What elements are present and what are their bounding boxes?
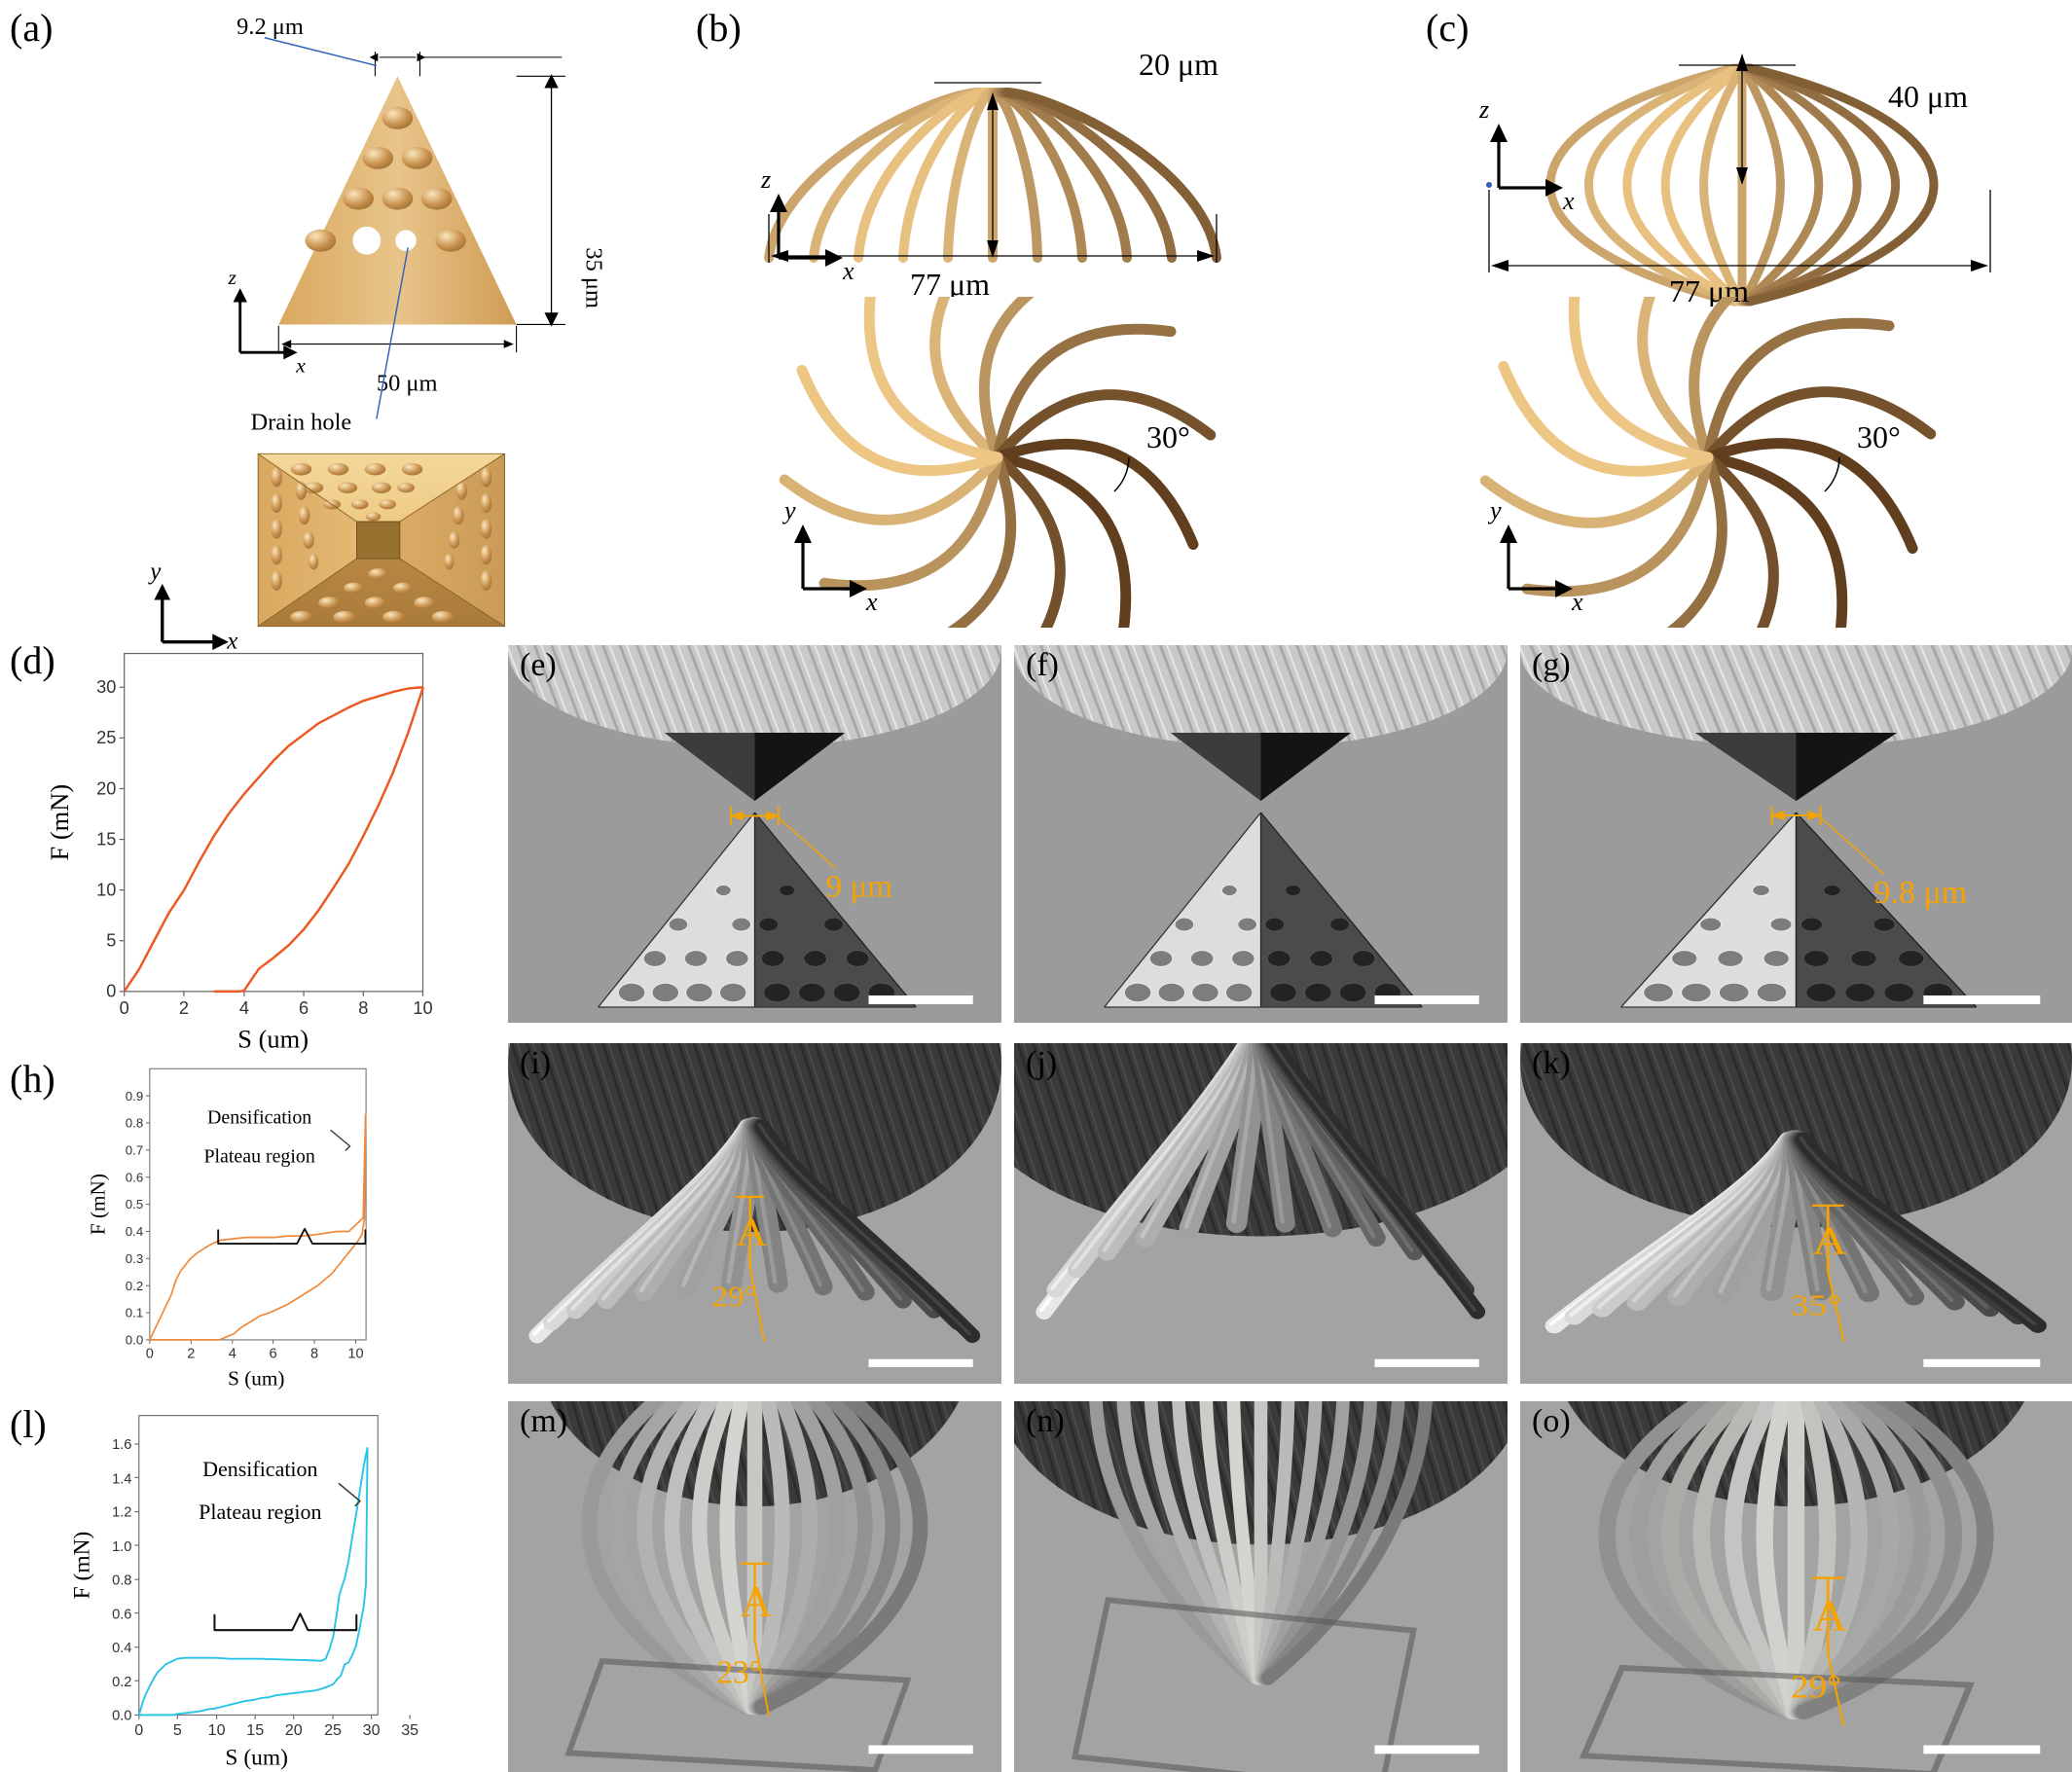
svg-text:5: 5	[173, 1721, 182, 1739]
svg-text:0.6: 0.6	[126, 1170, 143, 1184]
svg-text:A: A	[1812, 1592, 1848, 1641]
svg-text:z: z	[228, 266, 237, 289]
svg-text:y: y	[782, 496, 796, 524]
svg-text:x: x	[842, 257, 854, 285]
svg-text:0.1: 0.1	[126, 1306, 143, 1320]
svg-text:F (mN): F (mN)	[69, 1532, 94, 1600]
svg-text:20: 20	[285, 1721, 303, 1739]
svg-text:23°: 23°	[717, 1655, 762, 1691]
svg-text:5: 5	[106, 931, 116, 951]
svg-text:0.0: 0.0	[126, 1333, 143, 1348]
svg-text:30°: 30°	[1146, 419, 1190, 454]
svg-text:8: 8	[358, 998, 368, 1018]
svg-text:29°: 29°	[1791, 1669, 1841, 1705]
svg-text:Densification: Densification	[202, 1457, 317, 1481]
svg-text:0.9: 0.9	[126, 1089, 143, 1103]
svg-text:F (mN): F (mN)	[86, 1174, 109, 1235]
svg-text:S (um): S (um)	[237, 1025, 309, 1054]
svg-text:8: 8	[310, 1347, 318, 1362]
svg-text:9.8 μm: 9.8 μm	[1874, 875, 1968, 911]
svg-text:10: 10	[208, 1721, 226, 1739]
svg-text:F (mN): F (mN)	[45, 784, 74, 861]
svg-text:0: 0	[120, 998, 129, 1018]
svg-text:40 μm: 40 μm	[1888, 79, 1968, 114]
svg-text:0.7: 0.7	[126, 1143, 143, 1158]
svg-text:50 μm: 50 μm	[377, 371, 438, 397]
svg-text:0: 0	[134, 1721, 143, 1739]
svg-text:1.4: 1.4	[112, 1471, 131, 1487]
svg-text:z: z	[760, 165, 771, 194]
svg-text:0.0: 0.0	[112, 1709, 131, 1724]
svg-text:20: 20	[96, 778, 116, 798]
svg-text:0: 0	[106, 982, 116, 1001]
svg-text:0.8: 0.8	[126, 1116, 143, 1131]
svg-text:25: 25	[324, 1721, 342, 1739]
svg-text:10: 10	[96, 880, 116, 899]
svg-text:1.2: 1.2	[112, 1505, 131, 1521]
svg-text:77 μm: 77 μm	[910, 267, 990, 297]
svg-text:y: y	[147, 559, 162, 585]
svg-text:x: x	[1571, 588, 1583, 616]
svg-text:Plateau region: Plateau region	[199, 1500, 321, 1524]
svg-text:A: A	[736, 1211, 767, 1254]
svg-text:35 μm: 35 μm	[581, 247, 607, 308]
svg-text:4: 4	[239, 998, 249, 1018]
svg-text:2: 2	[179, 998, 189, 1018]
svg-text:10: 10	[347, 1347, 363, 1362]
svg-text:0.5: 0.5	[126, 1197, 143, 1211]
svg-text:9.2 μm: 9.2 μm	[236, 14, 304, 40]
svg-text:1.0: 1.0	[112, 1539, 131, 1555]
svg-text:10: 10	[413, 998, 432, 1018]
svg-text:y: y	[1487, 496, 1502, 524]
svg-text:0.2: 0.2	[126, 1279, 143, 1293]
svg-text:Plateau region: Plateau region	[203, 1145, 314, 1167]
svg-text:x: x	[1562, 187, 1575, 215]
svg-text:1.6: 1.6	[112, 1437, 131, 1453]
svg-text:0.6: 0.6	[112, 1607, 131, 1622]
svg-text:S (um): S (um)	[228, 1366, 284, 1390]
svg-text:0.4: 0.4	[112, 1641, 131, 1656]
svg-text:x: x	[865, 588, 878, 616]
svg-text:30: 30	[96, 677, 116, 697]
svg-text:0.2: 0.2	[112, 1675, 131, 1690]
svg-text:15: 15	[96, 829, 116, 849]
svg-text:z: z	[1478, 95, 1489, 124]
svg-text:0.4: 0.4	[126, 1224, 143, 1239]
svg-text:15: 15	[246, 1721, 264, 1739]
svg-text:6: 6	[299, 998, 309, 1018]
svg-text:2: 2	[187, 1347, 195, 1362]
svg-text:A: A	[741, 1577, 773, 1626]
svg-text:9 μm: 9 μm	[826, 868, 893, 904]
svg-text:29°: 29°	[712, 1281, 757, 1314]
svg-text:4: 4	[229, 1347, 236, 1362]
svg-text:0.8: 0.8	[112, 1573, 131, 1588]
svg-text:30: 30	[363, 1721, 381, 1739]
svg-text:S (um): S (um)	[225, 1746, 287, 1771]
svg-text:Densification: Densification	[207, 1107, 311, 1129]
svg-text:25: 25	[96, 728, 116, 747]
svg-text:6: 6	[270, 1347, 277, 1362]
svg-text:0.3: 0.3	[126, 1251, 143, 1266]
svg-text:x: x	[295, 353, 306, 377]
svg-text:0: 0	[146, 1347, 154, 1362]
svg-text:Drain hole: Drain hole	[251, 409, 352, 435]
svg-text:20 μm: 20 μm	[1139, 54, 1218, 82]
svg-text:30°: 30°	[1857, 419, 1901, 454]
svg-text:A: A	[1812, 1218, 1847, 1263]
svg-text:35: 35	[401, 1721, 418, 1739]
